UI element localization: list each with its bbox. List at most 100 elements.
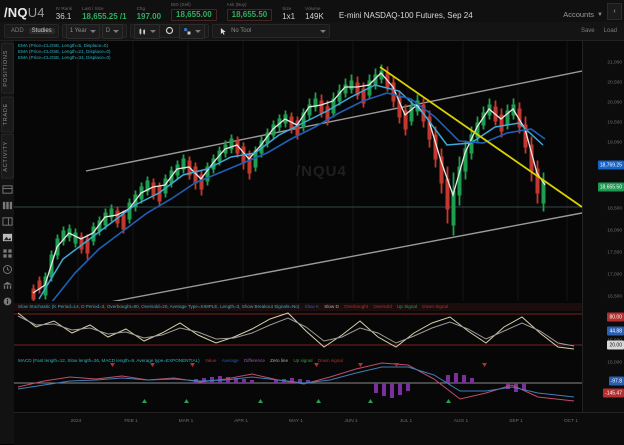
x-tick: 2024 (71, 419, 82, 424)
chevron-down-icon (150, 30, 156, 33)
price-pane[interactable]: EMA (Price=CLOSE, Length=5, Displace=0) … (14, 41, 582, 301)
bank-icon[interactable] (2, 280, 13, 291)
quote-field-ask[interactable]: Ask (Buy) 18,655.50 (222, 3, 278, 22)
sidebar-tab-activity[interactable]: ACTIVITY (1, 134, 14, 179)
field-label: IV Rank (56, 7, 72, 12)
chevron-down-icon (320, 30, 326, 33)
image-icon[interactable] (2, 232, 13, 243)
field-label: Last / Size (82, 7, 126, 12)
sidebar-tab-trade[interactable]: TRADE (1, 96, 14, 132)
legend-oversold: Oversold (373, 304, 391, 310)
legend-macd-value: Value (205, 358, 216, 364)
legend-macd-difference: Difference (244, 358, 265, 364)
field-value: 18,655.25 /1 (82, 13, 126, 21)
quote-field-size: Size 1x1 (277, 7, 300, 22)
gear-icon (165, 26, 174, 35)
left-sidebar: POSITIONS TRADE ACTIVITY (0, 41, 15, 444)
legend-macd-average: Average (222, 358, 239, 364)
field-value: 36.1 (56, 13, 72, 21)
chevron-down-icon (113, 30, 119, 33)
settings-button[interactable] (162, 26, 177, 37)
last-price-badge-blue: 18,769.25 (598, 161, 624, 170)
drawing-tools-icon (183, 27, 192, 36)
time-axis[interactable]: 2024 FEB 1 MAR 1 APR 1 MAY 1 JUN 1 JUL 1… (14, 412, 624, 445)
sidebar-tab-positions[interactable]: POSITIONS (1, 43, 14, 94)
legend-slow-k: Slow K (305, 304, 319, 310)
quote-field-iv-rank: IV Rank 36.1 (51, 7, 77, 22)
y-tick: 19,500 (607, 121, 622, 126)
x-tick: APR 1 (234, 419, 248, 424)
toolbar-group-timeframe: 1 Year D (62, 24, 127, 38)
x-tick: OCT 1 (564, 419, 578, 424)
y-tick: 21,000 (607, 61, 622, 66)
drawings-select[interactable] (179, 24, 205, 39)
bid-button[interactable]: 18,655.00 (171, 9, 217, 21)
active-tool-select[interactable]: No Tool (216, 25, 254, 38)
study-label-macd[interactable]: MACD (Fast length=12, Slow length=26, MA… (18, 358, 343, 364)
symbol-root: /NQ (4, 5, 28, 20)
y-tick: 20,500 (607, 81, 622, 86)
accounts-selector[interactable]: Accounts ▼ (563, 10, 607, 22)
add-study-button[interactable]: ADD (8, 28, 27, 34)
field-label: BID (Sell) (171, 3, 217, 8)
quote-field-last: Last / Size 18,655.25 /1 (77, 7, 131, 22)
y-tick: 15,000 (607, 361, 622, 366)
load-chart-button[interactable]: Load (601, 28, 620, 34)
quote-bar: /NQU4 IV Rank 36.1 Last / Size 18,655.25… (0, 0, 624, 23)
macd-plot (14, 357, 582, 409)
stochastic-pane[interactable]: Slow Stochastic (K Period=14, D Period=3… (14, 303, 582, 355)
chart-toolbar: ADD Studies 1 Year D (0, 22, 624, 41)
accounts-label: Accounts (563, 10, 594, 19)
legend-zero-line: Zero line (270, 358, 288, 364)
cursor-icon (219, 27, 228, 36)
aggregation-value: D (106, 28, 110, 34)
info-icon[interactable] (2, 296, 13, 307)
field-value: 197.00 (137, 13, 161, 21)
clock-icon[interactable] (2, 264, 13, 275)
field-label: Volume (305, 7, 324, 12)
study-label-stochastic[interactable]: Slow Stochastic (K Period=14, D Period=3… (18, 304, 448, 310)
timeframe-select[interactable]: 1 Year (66, 24, 100, 39)
quote-field-volume: Volume 149K (300, 7, 329, 22)
quote-field-bid[interactable]: BID (Sell) 18,655.00 (166, 3, 222, 22)
apps-icon[interactable] (2, 248, 13, 259)
y-tick: 17,000 (607, 273, 622, 278)
grid-icon[interactable] (2, 184, 13, 195)
field-value: 149K (305, 13, 324, 21)
y-tick: 16,500 (607, 295, 622, 300)
chart-type-select[interactable] (134, 24, 160, 39)
chart-watermark: /NQU4 (296, 163, 347, 180)
stochastic-overbought-badge: 80.00 (607, 313, 624, 322)
y-tick: 20,000 (607, 101, 622, 106)
collapse-panel-button[interactable]: ‹ (607, 3, 622, 20)
stochastic-value-badge: 44.88 (607, 327, 624, 336)
candlestick-icon (138, 27, 147, 36)
layout-icon[interactable] (2, 216, 13, 227)
price-axis[interactable]: 21,000 20,500 20,000 19,500 19,000 18,76… (582, 41, 624, 412)
studies-button[interactable]: Studies (29, 28, 55, 34)
aggregation-select[interactable]: D (102, 24, 123, 39)
columns-icon[interactable] (2, 200, 13, 211)
last-price-badge-green: 18,655.50 (598, 183, 624, 192)
macd-settings-text: MACD (Fast length=12, Slow length=26, MA… (18, 358, 200, 363)
toolbar-group-studies: ADD Studies (4, 24, 59, 38)
stochastic-plot (14, 303, 582, 355)
legend-up-signal: Up Signal (397, 304, 417, 310)
stochastic-oversold-badge: 20.00 (607, 341, 624, 350)
y-tick: 18,500 (607, 207, 622, 212)
instrument-description: E-mini NASDAQ-100 Futures, Sep 24 (329, 11, 473, 22)
x-tick: JUN 1 (344, 419, 357, 424)
ask-button[interactable]: 18,655.50 (227, 9, 273, 21)
macd-pane[interactable]: MACD (Fast length=12, Slow length=26, MA… (14, 357, 582, 409)
y-tick: 19,000 (607, 141, 622, 146)
x-tick: MAR 1 (179, 419, 194, 424)
symbol-display[interactable]: /NQU4 (0, 5, 51, 22)
study-label-ema34[interactable]: EMA (Price=CLOSE, Length=34, Displace=0) (18, 55, 111, 61)
timeframe-value: 1 Year (70, 28, 87, 34)
chart-area[interactable]: EMA (Price=CLOSE, Length=5, Displace=0) … (14, 41, 624, 444)
save-chart-button[interactable]: Save (578, 28, 598, 34)
field-label: Chg (137, 7, 161, 12)
symbol-contract: U4 (28, 5, 45, 20)
stochastic-settings-text: Slow Stochastic (K Period=14, D Period=3… (18, 304, 299, 309)
